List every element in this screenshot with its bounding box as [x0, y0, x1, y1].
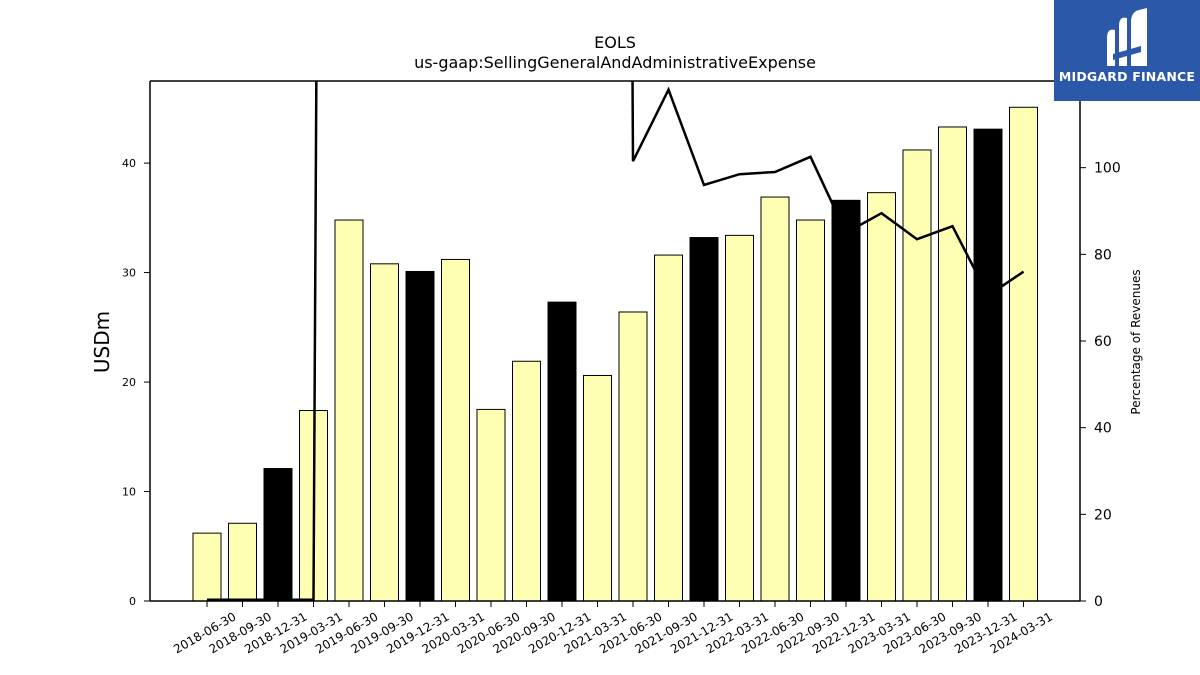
- y2-axis-label: Percentage of Revenues: [1129, 269, 1143, 414]
- bar-2023-06-30: [902, 149, 932, 602]
- logo-mark-icon: [1107, 8, 1147, 66]
- bar-2024-03-31: [1009, 106, 1038, 602]
- y-tick-label: 20: [122, 376, 136, 389]
- bar-2019-12-31: [405, 270, 435, 602]
- y-tick-label: 10: [122, 486, 136, 499]
- bar-2022-12-31: [831, 199, 861, 602]
- bar-2022-03-31: [725, 234, 754, 602]
- percentage-line: [207, 81, 1025, 601]
- bar-2021-03-31: [583, 374, 612, 602]
- brand-logo: MIDGARD FINANCE: [1054, 0, 1200, 101]
- bar-2020-03-31: [441, 258, 470, 602]
- y2-tick-label: 80: [1094, 247, 1112, 263]
- logo-text: MIDGARD FINANCE: [1058, 69, 1196, 84]
- y2-tick-label: 100: [1094, 161, 1121, 177]
- bar-2023-12-31: [973, 128, 1003, 602]
- bar-2020-12-31: [547, 301, 577, 602]
- y2-tick-label: 40: [1094, 421, 1112, 437]
- bar-2018-06-30: [192, 532, 222, 602]
- chart-subtitle: us-gaap:SellingGeneralAndAdministrativeE…: [414, 53, 816, 72]
- bar-2021-06-30: [618, 311, 648, 602]
- bar-2022-09-30: [796, 219, 825, 602]
- y-axis-ticks: 0 10 20 30 40: [122, 157, 150, 608]
- y-tick-label: 30: [122, 267, 136, 280]
- bar-2021-09-30: [654, 254, 683, 602]
- y2-axis-ticks: 0 20 40 60 80 100: [1080, 161, 1121, 610]
- bar-2020-09-30: [512, 360, 541, 602]
- bar-2018-12-31: [263, 468, 293, 602]
- bar-2023-03-31: [867, 192, 896, 602]
- bar-2019-09-30: [370, 263, 399, 602]
- bar-2022-06-30: [760, 196, 790, 602]
- chart-title: EOLS: [594, 33, 636, 52]
- y-tick-label: 40: [122, 157, 136, 170]
- percentage-of-revenues-line: [207, 81, 1025, 601]
- bar-2020-06-30: [476, 408, 506, 602]
- bar-2018-09-30: [228, 522, 257, 602]
- y2-tick-label: 20: [1094, 507, 1112, 523]
- y-tick-label: 0: [129, 595, 136, 608]
- bar-2021-12-31: [689, 237, 719, 602]
- y2-tick-label: 0: [1094, 594, 1103, 610]
- bar-2019-06-30: [334, 219, 364, 602]
- bars: [192, 106, 1038, 602]
- y-axis-label: USDm: [90, 311, 114, 373]
- y2-tick-label: 60: [1094, 334, 1112, 350]
- bar-2023-09-30: [938, 126, 967, 602]
- x-axis-ticks: 2018-06-302018-09-302018-12-312019-03-31…: [171, 601, 1055, 656]
